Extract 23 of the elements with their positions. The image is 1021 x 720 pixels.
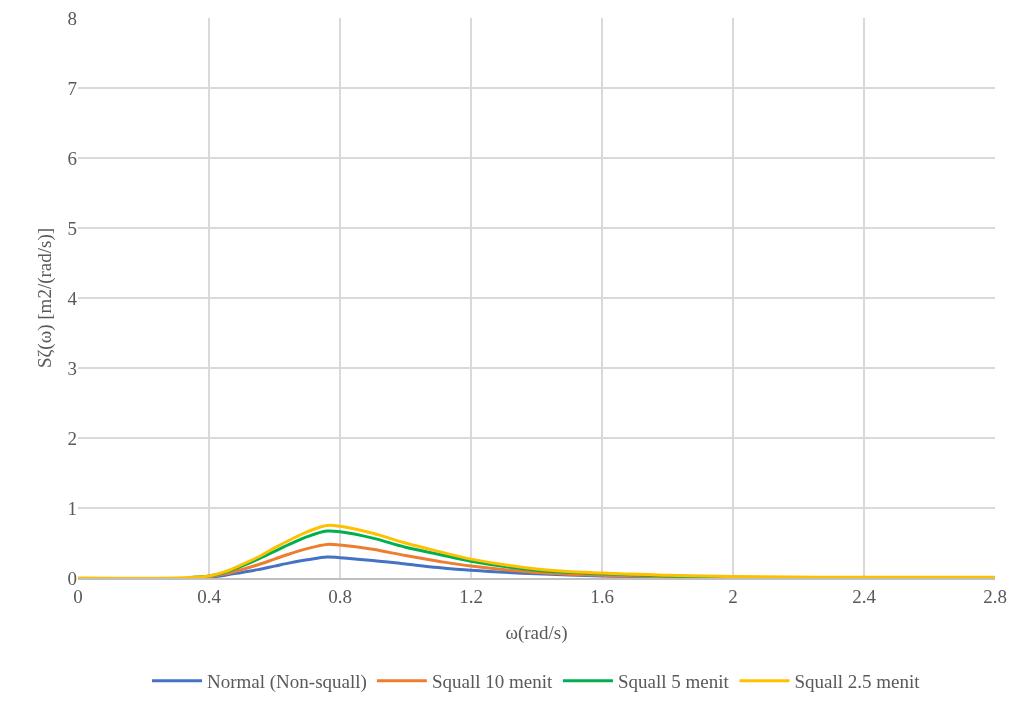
x-tick-label: 1.2 bbox=[459, 585, 483, 607]
legend-label: Squall 2.5 menit bbox=[794, 671, 921, 693]
y-tick-label: 6 bbox=[67, 147, 77, 169]
legend-label: Squall 10 menit bbox=[431, 671, 553, 693]
x-tick-label: 0.8 bbox=[328, 585, 352, 607]
y-tick-label: 4 bbox=[67, 287, 78, 309]
y-axis-title: Sζ(ω) [m2/(rad/s)] bbox=[34, 227, 57, 369]
legend-label: Normal (Non-squall) bbox=[207, 671, 367, 694]
y-tick-label: 1 bbox=[67, 497, 77, 519]
x-tick-label: 2 bbox=[728, 585, 738, 607]
x-tick-label: 1.6 bbox=[590, 585, 614, 607]
y-tick-label: 2 bbox=[67, 427, 77, 449]
x-tick-label: 0.4 bbox=[197, 585, 222, 607]
y-tick-label: 3 bbox=[67, 357, 77, 379]
y-tick-label: 5 bbox=[67, 217, 77, 239]
line-series bbox=[78, 523, 995, 578]
x-tick-label: 2.4 bbox=[852, 585, 877, 607]
y-tick-label: 0 bbox=[67, 567, 77, 589]
x-tick-label: 2.8 bbox=[983, 585, 1007, 607]
y-tick-label: 7 bbox=[67, 77, 77, 99]
legend-label: Squall 5 menit bbox=[617, 671, 730, 693]
x-axis-title: ω(rad/s) bbox=[505, 622, 568, 645]
y-tick-label: 8 bbox=[67, 7, 77, 29]
